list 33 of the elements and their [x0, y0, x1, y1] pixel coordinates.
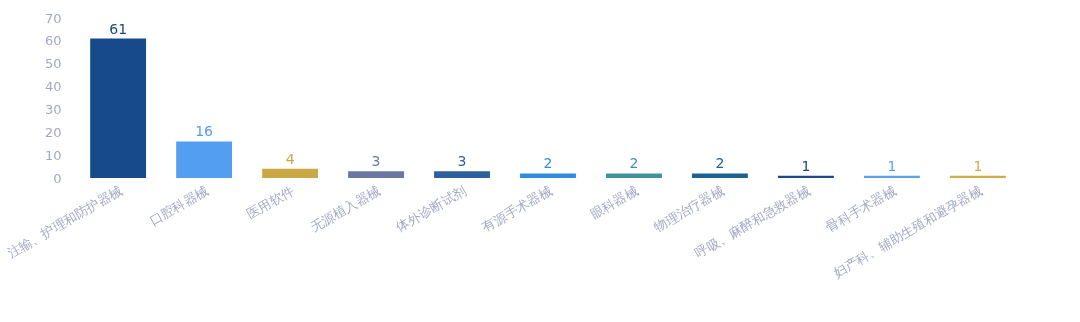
data-label: 1 [887, 157, 897, 174]
x-tick-label: 物理治疗器械 [651, 182, 727, 235]
data-label: 3 [371, 153, 381, 170]
data-label: 3 [457, 153, 467, 170]
bar [90, 38, 147, 178]
bar [262, 168, 319, 178]
y-tick-label: 70 [44, 10, 62, 26]
y-tick-label: 40 [44, 79, 62, 95]
data-label: 2 [715, 155, 725, 172]
data-label: 1 [973, 157, 983, 174]
x-tick-label: 无源植入器械 [307, 182, 383, 235]
x-tick-label: 眼科器械 [587, 182, 641, 222]
data-label: 2 [543, 155, 553, 172]
bar [692, 173, 748, 178]
y-tick-label: 10 [44, 147, 62, 163]
y-tick-label: 20 [44, 124, 62, 140]
data-label: 61 [109, 20, 128, 37]
data-label: 1 [801, 157, 811, 174]
y-tick-label: 60 [44, 33, 62, 49]
x-tick-label: 有源手术器械 [479, 182, 555, 235]
data-label: 2 [629, 155, 639, 172]
y-tick-label: 30 [44, 101, 62, 117]
bar [434, 171, 490, 178]
x-tick-label: 体外诊断试剂 [393, 182, 469, 235]
data-label: 4 [285, 150, 295, 167]
bar [176, 141, 233, 178]
bar [606, 173, 662, 178]
data-label: 16 [195, 123, 214, 140]
x-tick-label: 口腔科器械 [146, 182, 211, 229]
y-tick-label: 50 [44, 56, 62, 72]
x-tick-label: 医用软件 [244, 182, 297, 222]
bar [520, 173, 576, 178]
bar [348, 171, 404, 178]
